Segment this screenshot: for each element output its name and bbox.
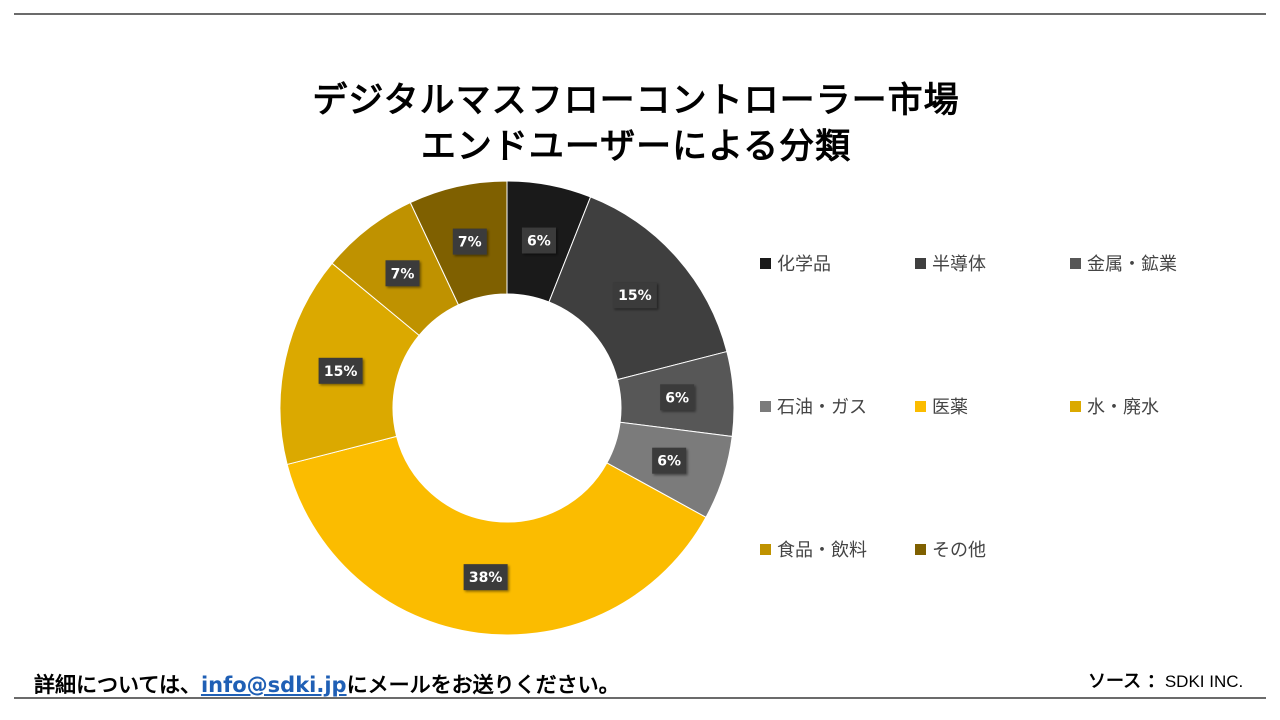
data-label-text: 6%	[665, 390, 689, 406]
data-label-box	[521, 227, 556, 254]
legend-label: 化学品	[777, 254, 831, 275]
data-label-3: 6%	[660, 384, 695, 411]
donut-data-labels: 6% 15% 6% 6% 38% 15% 7% 7%	[318, 227, 695, 591]
source-name: SDKI INC.	[1164, 672, 1244, 691]
legend-item-7: 食品・飲料	[760, 536, 867, 562]
donut-slice-5	[286, 435, 707, 636]
data-label-7: 7%	[385, 260, 420, 287]
data-label-1: 6%	[521, 227, 556, 254]
data-label-2: 15%	[612, 282, 657, 309]
data-label-text: 6%	[527, 234, 551, 250]
source-label: ソース	[1088, 671, 1142, 692]
legend-label: 半導体	[932, 254, 986, 275]
legend-swatch	[1070, 257, 1081, 269]
legend-item-4: 石油・ガス	[760, 393, 867, 419]
legend-item-2: 半導体	[915, 250, 986, 276]
legend-swatch	[915, 543, 926, 555]
legend-label: 金属・鉱業	[1087, 254, 1177, 275]
legend-label: 医薬	[932, 397, 968, 418]
legend-swatch	[760, 400, 771, 412]
data-label-text: 6%	[657, 454, 681, 470]
data-label-box	[385, 260, 420, 287]
contact-note: 詳細については、info@sdki.jpにメールをお送りください。	[34, 669, 620, 699]
contact-prefix: 詳細については、	[34, 673, 201, 697]
chart-title-line-2: エンドユーザーによる分類	[420, 127, 852, 167]
data-label-5: 38%	[463, 564, 508, 591]
legend-item-8: その他	[915, 536, 986, 562]
bottom-rule	[14, 697, 1266, 699]
legend-swatch	[915, 257, 926, 269]
chart-title: デジタルマスフローコントローラー市場 エンドユーザーによる分類	[0, 78, 1272, 170]
data-label-box	[652, 447, 687, 474]
data-label-text: 7%	[391, 266, 415, 282]
data-label-8: 7%	[452, 228, 487, 255]
source-note: ソース ：SDKI INC.	[1088, 667, 1243, 693]
top-rule	[14, 13, 1266, 15]
chart-legend: 化学品 半導体 金属・鉱業石油・ガス 医薬 水・廃水食品・飲料 その他	[760, 250, 1240, 562]
data-label-box	[463, 564, 508, 591]
data-label-text: 15%	[618, 288, 652, 304]
legend-label: 石油・ガス	[777, 397, 867, 418]
data-label-box	[452, 228, 487, 255]
legend-item-3: 金属・鉱業	[1070, 250, 1177, 276]
data-label-text: 15%	[324, 364, 358, 380]
legend-swatch	[915, 400, 926, 412]
data-label-box	[612, 282, 657, 309]
legend-swatch	[1070, 400, 1081, 412]
legend-item-5: 医薬	[915, 393, 968, 419]
legend-label: 食品・飲料	[777, 540, 867, 561]
contact-email-link[interactable]: info@sdki.jp	[200, 673, 347, 697]
chart-title-line-1: デジタルマスフローコントローラー市場	[312, 81, 960, 121]
source-separator: ：	[1146, 671, 1165, 692]
legend-label: その他	[932, 540, 986, 561]
data-label-6: 15%	[318, 357, 363, 384]
data-label-box	[318, 357, 363, 384]
contact-suffix: にメールをお送りください。	[346, 673, 620, 697]
data-label-text: 7%	[458, 235, 482, 251]
data-label-4: 6%	[652, 447, 687, 474]
legend-swatch	[760, 257, 771, 269]
legend-label: 水・廃水	[1087, 397, 1159, 418]
data-label-box	[660, 384, 695, 411]
legend-item-1: 化学品	[760, 250, 831, 276]
legend-item-6: 水・廃水	[1070, 393, 1159, 419]
legend-swatch	[760, 543, 771, 555]
data-label-text: 38%	[469, 570, 503, 586]
